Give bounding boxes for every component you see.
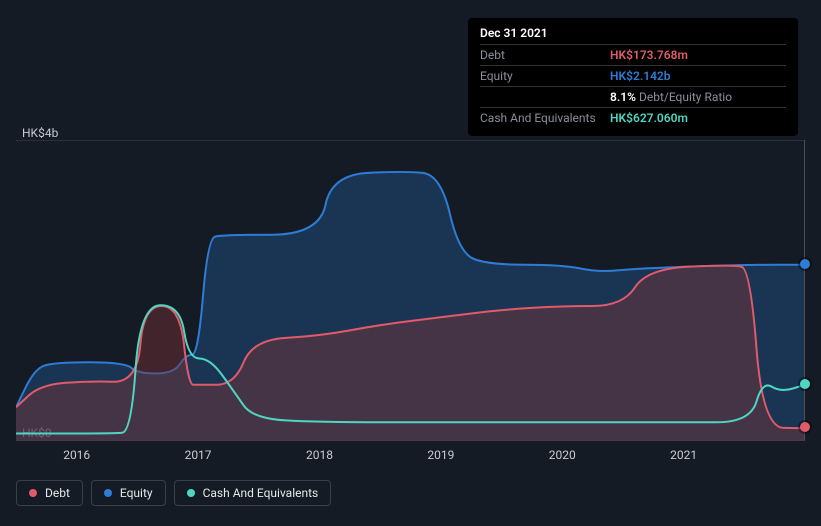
series-end-marker <box>800 379 810 389</box>
legend-dot-icon <box>187 489 195 497</box>
tooltip-table: Debt HK$173.768m Equity HK$2.142b 8.1% D… <box>480 44 786 128</box>
tooltip-row-ratio: 8.1% Debt/Equity Ratio <box>480 87 786 108</box>
tooltip-date: Dec 31 2021 <box>480 26 786 44</box>
tooltip-value: HK$173.768m <box>610 45 786 66</box>
tooltip-label <box>480 87 610 108</box>
x-axis-tick-label: 2019 <box>427 448 454 462</box>
tooltip-label: Debt <box>480 45 610 66</box>
tooltip-label: Equity <box>480 66 610 87</box>
x-axis-tick-label: 2017 <box>185 448 212 462</box>
legend-dot-icon <box>104 489 112 497</box>
chart-tooltip: Dec 31 2021 Debt HK$173.768m Equity HK$2… <box>468 18 798 136</box>
legend-item-cash[interactable]: Cash And Equivalents <box>174 480 332 506</box>
tooltip-row-debt: Debt HK$173.768m <box>480 45 786 66</box>
x-axis-tick-label: 2020 <box>549 448 576 462</box>
tooltip-value: 8.1% Debt/Equity Ratio <box>610 87 786 108</box>
legend-label: Equity <box>120 486 153 500</box>
tooltip-value: HK$627.060m <box>610 108 786 129</box>
x-axis-tick-label: 2018 <box>306 448 333 462</box>
series-end-marker <box>800 422 810 432</box>
chart-plot-area[interactable] <box>16 140 805 440</box>
series-end-marker <box>800 259 810 269</box>
legend-item-debt[interactable]: Debt <box>16 480 83 506</box>
legend-item-equity[interactable]: Equity <box>91 480 166 506</box>
chart-svg <box>16 141 805 441</box>
x-axis-tick-label: 2021 <box>670 448 697 462</box>
legend-dot-icon <box>29 489 37 497</box>
y-axis-label-max: HK$4b <box>22 126 58 140</box>
legend-label: Cash And Equivalents <box>203 486 319 500</box>
x-axis-labels: 2016 2017 2018 2019 2020 2021 <box>16 448 805 468</box>
tooltip-row-equity: Equity HK$2.142b <box>480 66 786 87</box>
tooltip-row-cash: Cash And Equivalents HK$627.060m <box>480 108 786 129</box>
x-axis-tick-label: 2016 <box>63 448 90 462</box>
tooltip-label: Cash And Equivalents <box>480 108 610 129</box>
tooltip-value: HK$2.142b <box>610 66 786 87</box>
chart-legend: Debt Equity Cash And Equivalents <box>16 480 331 506</box>
legend-label: Debt <box>45 486 70 500</box>
